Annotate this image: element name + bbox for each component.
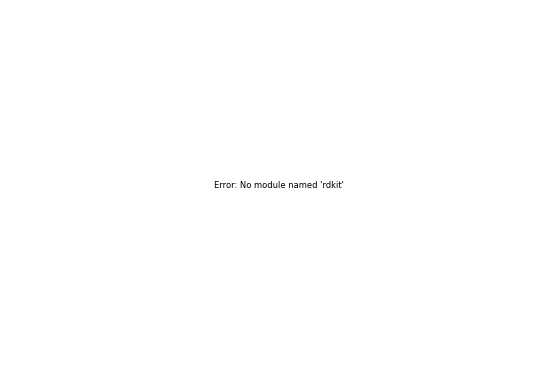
Text: Error: No module named 'rdkit': Error: No module named 'rdkit' bbox=[214, 181, 344, 189]
